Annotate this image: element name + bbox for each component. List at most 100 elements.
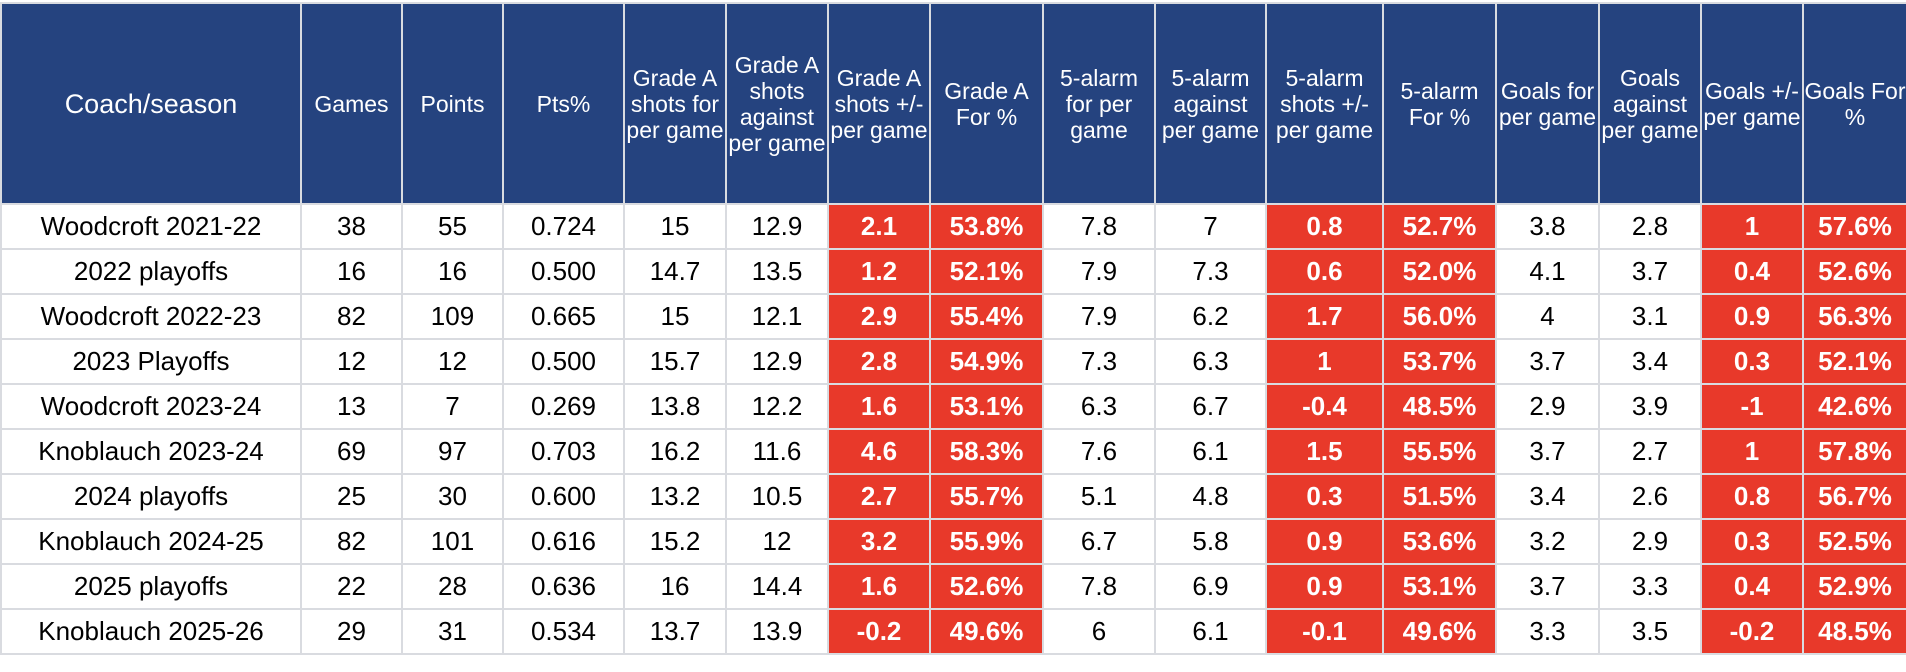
table-cell: 3.3 — [1495, 608, 1600, 655]
table-cell: 0.724 — [502, 203, 625, 250]
table-cell: 57.6% — [1802, 203, 1906, 250]
table-cell: 7.8 — [1042, 563, 1156, 610]
table-cell: 2.7 — [827, 473, 931, 520]
table-cell: 5.8 — [1154, 518, 1267, 565]
header-row: Coach/season Games Points Pts% Grade A shots… — [0, 2, 1906, 205]
table-cell: 52.6% — [1802, 248, 1906, 295]
table-cell: 12 — [300, 338, 403, 385]
table-cell: 6 — [1042, 608, 1156, 655]
table-cell: 0.636 — [502, 563, 625, 610]
table-row: 2022 playoffs 16 16 0.500 14.7 13.5 1.2 52.1% 7.… — [0, 248, 1906, 295]
table-cell: 0.4 — [1700, 563, 1804, 610]
table-cell: 0.8 — [1700, 473, 1804, 520]
table-cell: 42.6% — [1802, 383, 1906, 430]
column-header: Grade A For % — [929, 2, 1044, 205]
table-row: Knoblauch 2023-24 69 97 0.703 16.2 11.6 4.6 58.… — [0, 428, 1906, 475]
table-cell: 6.3 — [1042, 383, 1156, 430]
row-label: 2023 Playoffs — [0, 338, 302, 385]
table-cell: 1 — [1700, 203, 1804, 250]
column-header: 5-alarm For % — [1382, 2, 1497, 205]
table-cell: 15 — [623, 293, 727, 340]
table-cell: 3.1 — [1598, 293, 1702, 340]
table-cell: 48.5% — [1802, 608, 1906, 655]
table-cell: 1.6 — [827, 563, 931, 610]
table-cell: 48.5% — [1382, 383, 1497, 430]
table-cell: 4.8 — [1154, 473, 1267, 520]
table-cell: 0.3 — [1265, 473, 1384, 520]
table-cell: 14.4 — [725, 563, 829, 610]
table-row: 2023 Playoffs 12 12 0.500 15.7 12.9 2.8 54.9% 7.… — [0, 338, 1906, 385]
table-row: Woodcroft 2021-22 38 55 0.724 15 12.9 2.1 53.8%… — [0, 203, 1906, 250]
table-cell: 82 — [300, 293, 403, 340]
table-cell: 52.9% — [1802, 563, 1906, 610]
table-cell: 3.7 — [1495, 563, 1600, 610]
table-cell: 82 — [300, 518, 403, 565]
table-cell: 3.7 — [1495, 428, 1600, 475]
table-cell: 55 — [401, 203, 504, 250]
column-header: Games — [300, 2, 403, 205]
table-cell: 7.9 — [1042, 293, 1156, 340]
table-cell: 0.6 — [1265, 248, 1384, 295]
table-cell: 2.8 — [827, 338, 931, 385]
table-cell: 52.6% — [929, 563, 1044, 610]
table-cell: 10.5 — [725, 473, 829, 520]
table-body: Woodcroft 2021-22 38 55 0.724 15 12.9 2.1 53.8%… — [0, 203, 1906, 655]
column-header: 5-alarm shots +/- per game — [1265, 2, 1384, 205]
column-header: Goals For % — [1802, 2, 1906, 205]
table-cell: 12.9 — [725, 338, 829, 385]
table-cell: 0.534 — [502, 608, 625, 655]
table-row: Knoblauch 2024-25 82 101 0.616 15.2 12 3.2 55.9… — [0, 518, 1906, 565]
table-cell: 53.1% — [1382, 563, 1497, 610]
table-cell: 1.7 — [1265, 293, 1384, 340]
row-label: 2024 playoffs — [0, 473, 302, 520]
table-cell: 55.4% — [929, 293, 1044, 340]
table-cell: 13.8 — [623, 383, 727, 430]
table-cell: 13.5 — [725, 248, 829, 295]
table-cell: 101 — [401, 518, 504, 565]
table-cell: 0.500 — [502, 338, 625, 385]
table-cell: 0.665 — [502, 293, 625, 340]
table-cell: 4 — [1495, 293, 1600, 340]
table-cell: 53.8% — [929, 203, 1044, 250]
table-cell: 12 — [725, 518, 829, 565]
table-cell: 1.6 — [827, 383, 931, 430]
table-cell: 7.8 — [1042, 203, 1156, 250]
row-label: 2025 playoffs — [0, 563, 302, 610]
table-cell: 55.7% — [929, 473, 1044, 520]
table-cell: 0.3 — [1700, 518, 1804, 565]
table-row: 2025 playoffs 22 28 0.636 16 14.4 1.6 52.6% 7.8 6… — [0, 563, 1906, 610]
table-cell: 3.2 — [1495, 518, 1600, 565]
table-cell: 55.9% — [929, 518, 1044, 565]
table-cell: 58.3% — [929, 428, 1044, 475]
table-cell: 16 — [401, 248, 504, 295]
table-cell: 38 — [300, 203, 403, 250]
table-cell: 52.7% — [1382, 203, 1497, 250]
table-cell: 7.3 — [1154, 248, 1267, 295]
table-cell: 0.500 — [502, 248, 625, 295]
table-cell: 13.9 — [725, 608, 829, 655]
table-cell: 7.3 — [1042, 338, 1156, 385]
table-cell: 6.7 — [1154, 383, 1267, 430]
table-cell: 55.5% — [1382, 428, 1497, 475]
table-cell: 3.7 — [1598, 248, 1702, 295]
table-cell: 15.2 — [623, 518, 727, 565]
table-cell: 6.3 — [1154, 338, 1267, 385]
table-cell: -0.4 — [1265, 383, 1384, 430]
table-cell: 2.9 — [827, 293, 931, 340]
row-label: Woodcroft 2023-24 — [0, 383, 302, 430]
table-cell: 0.616 — [502, 518, 625, 565]
table-cell: 11.6 — [725, 428, 829, 475]
row-label: 2022 playoffs — [0, 248, 302, 295]
table-cell: 52.1% — [929, 248, 1044, 295]
table-cell: 0.4 — [1700, 248, 1804, 295]
table-cell: 0.600 — [502, 473, 625, 520]
table-cell: 57.8% — [1802, 428, 1906, 475]
table-cell: 1.5 — [1265, 428, 1384, 475]
table-cell: 2.7 — [1598, 428, 1702, 475]
row-label: Knoblauch 2023-24 — [0, 428, 302, 475]
table-cell: 6.7 — [1042, 518, 1156, 565]
table-cell: 15.7 — [623, 338, 727, 385]
table-cell: 16 — [300, 248, 403, 295]
row-label: Knoblauch 2024-25 — [0, 518, 302, 565]
table-cell: -0.2 — [827, 608, 931, 655]
